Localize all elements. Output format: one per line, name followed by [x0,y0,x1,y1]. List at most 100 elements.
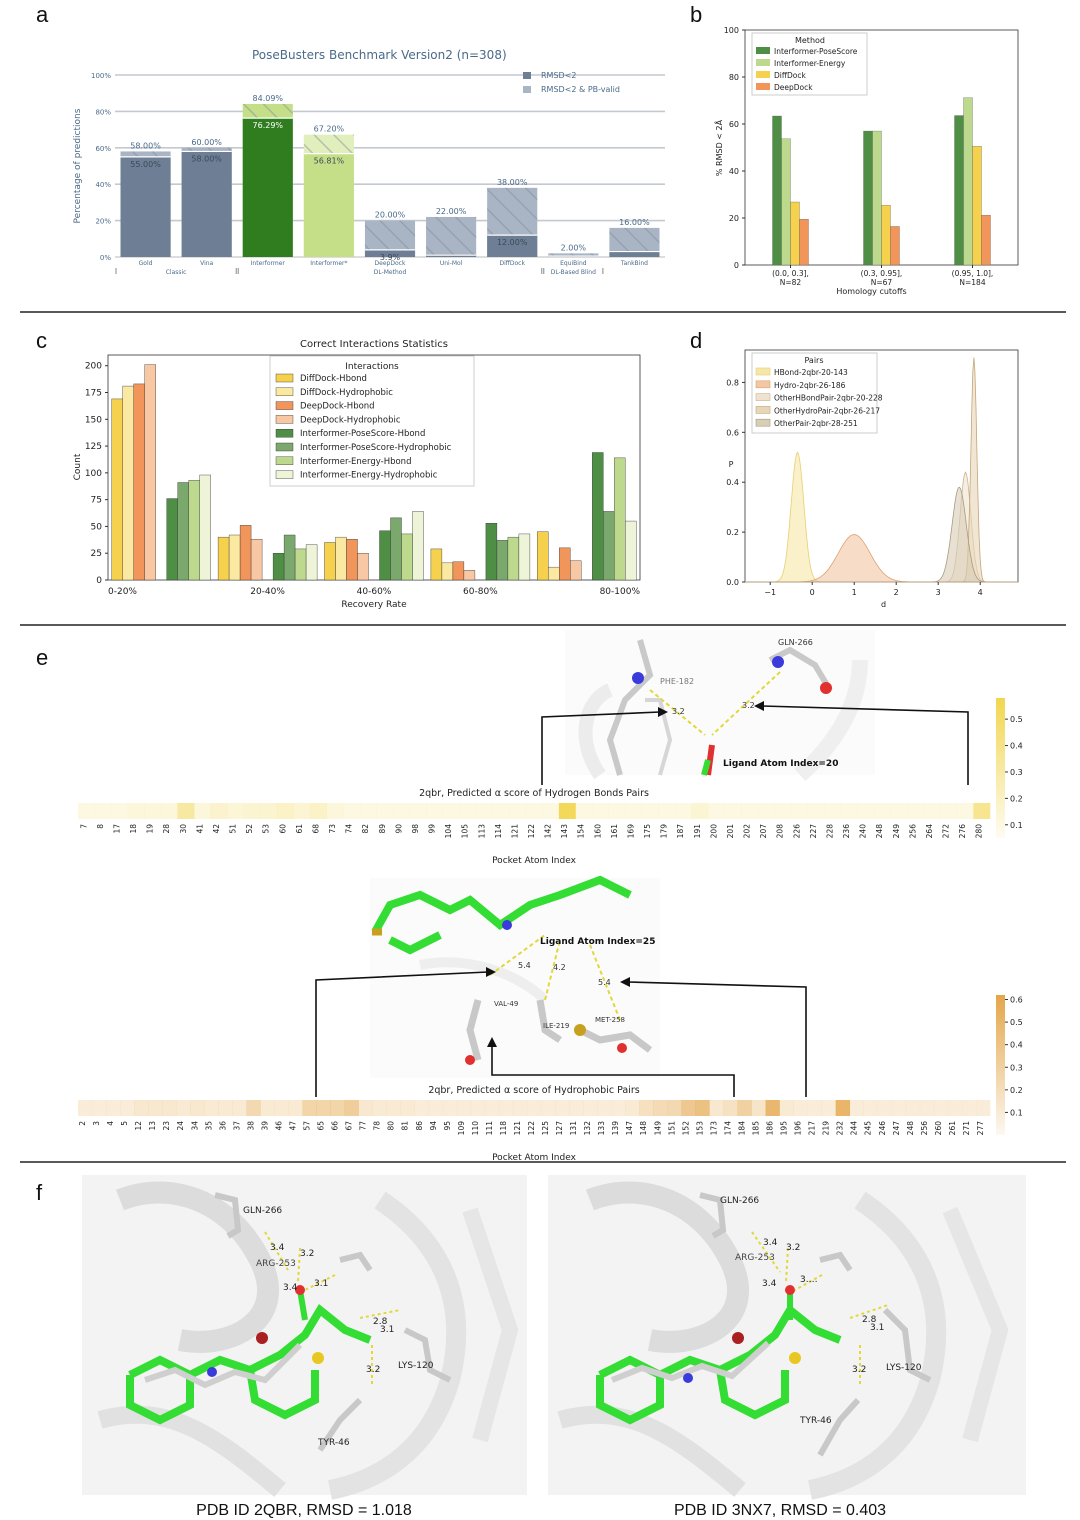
c-bar [199,474,211,581]
heatmap-xtick: 89 [378,824,387,834]
c-bar [592,452,604,581]
c-bar [441,562,454,581]
c-bar [228,534,241,581]
c-bar [518,533,531,581]
d-legend-swatch [755,367,771,376]
a-bar-hatch [303,134,354,154]
heatmap-cell [905,1100,921,1116]
heatmap-cell [243,803,261,819]
label-hydro-dist-3: 5.4 [598,978,611,987]
b-ytick: 0 [734,261,739,270]
d-legend-swatch [755,406,771,414]
heatmap-cell [134,1100,149,1116]
label-ligand-20: Ligand Atom Index=20 [723,759,838,769]
heatmap-cell [695,1100,710,1116]
heatmap-cell [260,1100,275,1116]
d-density-area [745,486,1018,583]
heatmap-cell [840,803,858,819]
a-top-label: 16.00% [619,218,650,227]
heatmap-cell [575,803,593,819]
c-bar [537,531,549,581]
heatmap-cell [343,803,361,819]
heatmap-cell [956,803,974,819]
c-bar [188,480,200,581]
heatmap-cell [525,803,543,819]
heatmap-cell [260,803,278,819]
f-left-structure-image: GLN-266 ARG-253 LYS-120 TYR-46 3.4 3.2 3… [82,1175,527,1500]
f-left-d1: 3.4 [270,1243,285,1253]
panel-letter-e: e [36,645,48,670]
label-dist-2: 3.2 [742,701,755,710]
e-hbond-structure-image: PHE-182 GLN-266 3.2 3.2 Ligand Atom Inde… [565,630,875,782]
heatmap-cell [78,1100,93,1116]
heatmap-cell [194,803,211,819]
d-legend-label: OtherHBondPair-2qbr-20-228 [774,394,883,403]
heatmap-xtick: 109 [457,1121,466,1136]
heatmap-cell [442,803,460,819]
heatmap-cell [765,1100,780,1116]
heatmap-cell [824,803,842,819]
colorbar-tick: 0.2 [1010,794,1023,803]
a-category-label: DeepDock [375,260,406,267]
heatmap-cell [807,1100,822,1116]
d-legend-label: HBond-2qbr-20-143 [774,368,848,377]
panel-letter-c: c [36,328,47,353]
heatmap-cell [344,1100,359,1116]
heatmap-xtick: 24 [176,1121,185,1131]
b-legend-swatch [756,47,770,54]
b-legend-swatch [756,59,770,66]
c-bar [294,548,307,581]
c-ytick: 125 [85,442,102,452]
d-legend-swatch [755,418,771,427]
f-left-d3: 3.1 [314,1279,328,1289]
heatmap-cell [111,803,129,819]
b-bar [972,146,982,266]
heatmap-xtick: 142 [544,824,553,839]
b-bar [872,130,882,266]
heatmap-cell [973,803,991,819]
f-right-d6: 3.1 [870,1323,884,1333]
a-bar-hatch [364,220,416,250]
chart-c-interactions: Correct Interactions Statistics 0 25 50 75 10… [73,339,640,610]
heatmap-xtick: 7 [79,824,88,829]
colorbar-tick: 0.1 [1010,821,1023,830]
heatmap-xtick: 271 [962,1121,971,1136]
heatmap-xtick: 98 [411,824,420,834]
chart-e1-xlabel: Pocket Atom Index [492,856,576,866]
heatmap-cell [160,803,178,819]
heatmap-xtick: 127 [555,1121,564,1136]
heatmap-cell [791,803,808,819]
heatmap-xtick: 245 [864,1121,873,1136]
f-left-lys: LYS-120 [398,1361,434,1371]
a-top-label: 84.09% [253,94,284,103]
heatmap-xtick: 118 [499,1121,508,1136]
chart-e1-colorbar [996,698,1005,838]
heatmap-xtick: 247 [892,1121,901,1136]
a-category-label: Uni-Mol [440,260,463,267]
c-xtick: 80-100% [600,587,641,597]
c-legend-swatch [275,387,294,396]
heatmap-cell [127,803,145,819]
heatmap-cell [835,1100,850,1116]
heatmap-xtick: 73 [328,824,337,834]
heatmap-xtick: 23 [162,1121,171,1131]
heatmap-cell [821,1100,836,1116]
heatmap-cell [639,1100,654,1116]
c-bar [463,570,476,581]
heatmap-xtick: 201 [726,824,735,839]
c-bar [144,364,156,581]
b-legend-label: DeepDock [774,83,813,92]
a-bar-pbvalid [242,118,293,258]
heatmap-xtick: 246 [878,1121,887,1136]
c-ytick: 175 [85,389,102,399]
heatmap-cell [94,803,112,819]
heatmap-xtick: 60 [278,824,287,834]
heatmap-cell [947,1100,963,1116]
heatmap-xtick: 80 [387,1121,396,1131]
heatmap-xtick: 38 [246,1121,255,1131]
b-xtick: (0.95, 1.0], [952,269,994,278]
heatmap-cell [316,1100,331,1116]
heatmap-cell [359,803,377,819]
c-ytick: 25 [91,549,102,559]
c-legend-label: DeepDock-Hydrophobic [300,415,401,425]
